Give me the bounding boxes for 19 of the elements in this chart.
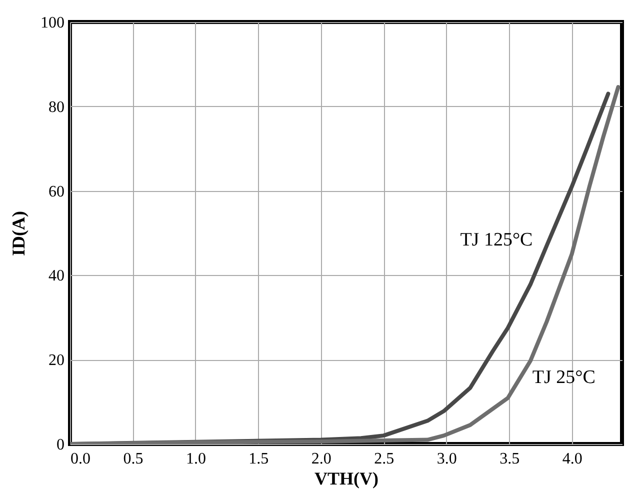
x-tick-label: 1.5 xyxy=(248,450,269,468)
x-tick-label: 3.5 xyxy=(500,450,520,468)
y-tick-label: 80 xyxy=(48,98,64,116)
x-tick-label: 0.0 xyxy=(70,450,90,468)
x-tick-label: 4.0 xyxy=(562,450,582,468)
x-axis-title: VTH(V) xyxy=(314,468,378,488)
y-tick-label: 40 xyxy=(48,268,64,285)
y-tick-label: 60 xyxy=(48,183,64,200)
x-tick-label: 2.5 xyxy=(374,450,394,468)
y-tick-label: 20 xyxy=(48,352,64,370)
series-label: TJ 125°C xyxy=(460,230,533,251)
y-tick-label: 100 xyxy=(40,14,64,32)
x-tick-label: 3.0 xyxy=(436,450,457,468)
y-axis-title: ID(A) xyxy=(8,211,28,256)
y-tick-label: 0 xyxy=(56,436,64,454)
x-tick-label: 1.0 xyxy=(186,450,206,468)
series-label: TJ 25°C xyxy=(532,366,596,388)
x-tick-label: 2.0 xyxy=(311,450,332,468)
x-tick-label: 0.5 xyxy=(123,450,144,468)
